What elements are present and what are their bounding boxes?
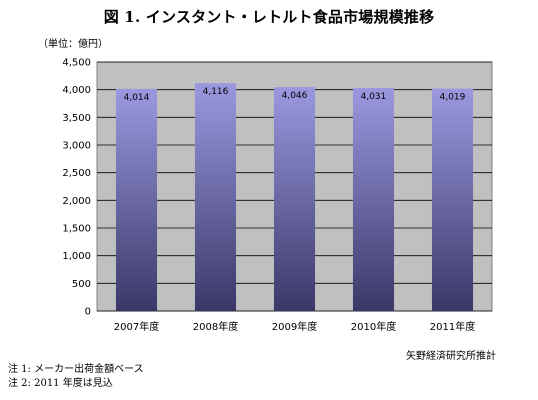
y-tick-label: 1,500: [62, 224, 91, 235]
value-labels: 4,014 4,116 4,046 4,031 4,019: [124, 87, 466, 103]
y-axis: 0 500 1,000 1,500 2,000 2,500 3,000 3,500 4,000 4…: [62, 58, 91, 318]
bar-2008年度: [194, 83, 237, 311]
bars: [115, 83, 474, 312]
bar-2007年度: [115, 88, 158, 311]
unit-label: （単位：億円）: [38, 39, 108, 50]
note-2: 注 2: 2011 年度は見込: [8, 378, 113, 389]
value-label: 4,014: [124, 93, 150, 103]
x-category-label: 2009年度: [272, 320, 317, 333]
y-tick-label: 3,000: [62, 141, 91, 152]
y-tick-label: 1,000: [62, 251, 91, 262]
y-tick-label: 4,500: [62, 58, 91, 69]
x-category-label: 2010年度: [351, 320, 396, 333]
y-tick-label: 2,000: [62, 196, 91, 207]
x-category-label: 2007年度: [114, 320, 159, 333]
bar-2011年度: [431, 88, 474, 312]
x-category-label: 2011年度: [430, 320, 475, 333]
chart-title: 図 1. インスタント・レトルト食品市場規模推移: [103, 8, 435, 26]
bar-2010年度: [352, 87, 395, 312]
bar-2009年度: [273, 87, 316, 311]
note-1: 注 1: メーカー出荷金額ベース: [8, 364, 144, 375]
value-label: 4,031: [361, 92, 387, 102]
value-label: 4,046: [282, 91, 308, 101]
y-tick-label: 4,000: [62, 85, 91, 96]
value-label: 4,019: [440, 93, 466, 103]
value-label: 4,116: [203, 87, 229, 97]
y-tick-label: 500: [72, 279, 91, 290]
y-tick-label: 0: [85, 307, 91, 318]
x-axis: 2007年度 2008年度 2009年度 2010年度 2011年度: [114, 320, 475, 333]
source-note: 矢野経済研究所推計: [406, 351, 496, 362]
y-tick-label: 2,500: [62, 168, 91, 179]
y-tick-label: 3,500: [62, 113, 91, 124]
x-category-label: 2008年度: [193, 320, 238, 333]
